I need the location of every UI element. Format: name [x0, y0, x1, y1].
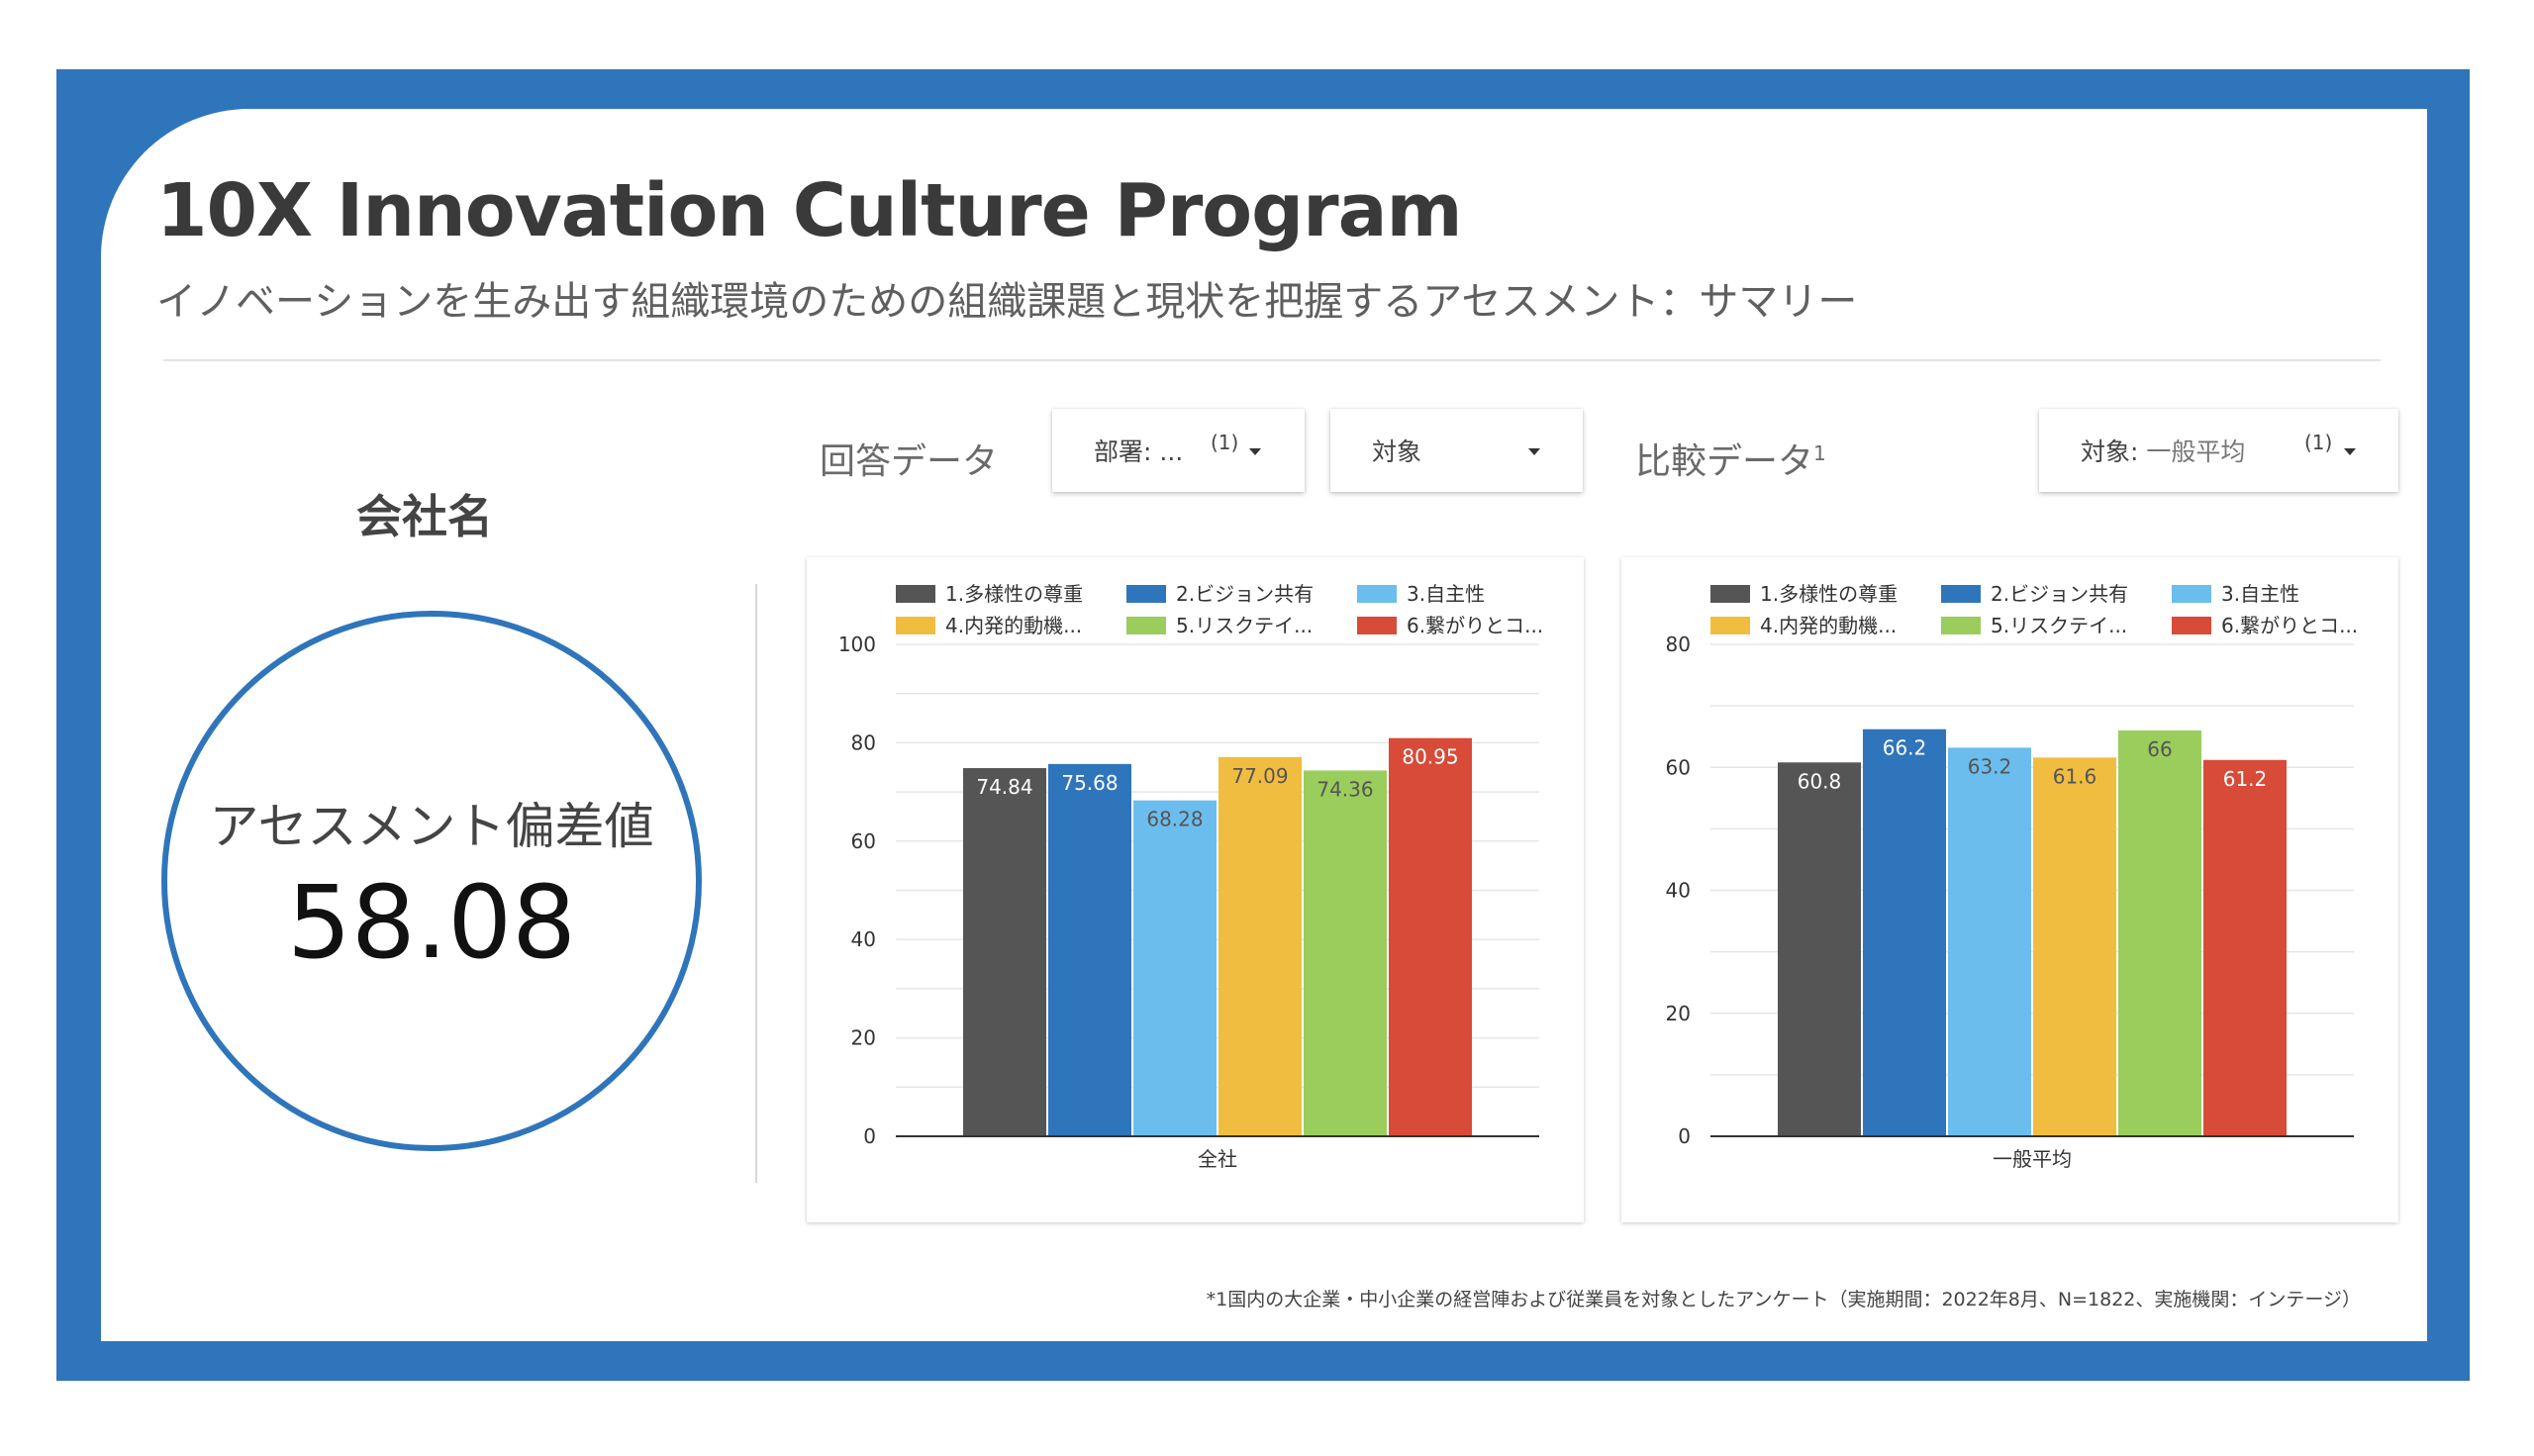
footnote-marker: 1 [1813, 441, 1826, 465]
score-label: アセスメント偏差値 [209, 798, 654, 855]
target-dropdown[interactable]: 対象 [1330, 409, 1583, 492]
y-tick-label: 80 [851, 730, 876, 754]
comparison-chart-card: 1.多様性の尊重 2.ビジョン共有 3.自主性 4.内発的動機... 5.リスクテイ..… [1621, 557, 2398, 1222]
legend-label: 5.リスクテイ... [1991, 614, 2127, 637]
chevron-down-icon [1249, 448, 1261, 455]
x-category-label: 一般平均 [1993, 1147, 2072, 1171]
y-tick-label: 20 [851, 1026, 876, 1050]
legend-swatch [1357, 617, 1397, 634]
bar-data-label: 66.2 [1883, 736, 1927, 760]
bar [1304, 770, 1387, 1136]
bar [1133, 800, 1217, 1136]
x-category-label: 全社 [1198, 1147, 1237, 1171]
legend-label: 5.リスクテイ... [1176, 614, 1313, 637]
bar-data-label: 80.95 [1402, 745, 1458, 769]
bar-data-label: 60.8 [1798, 769, 1842, 793]
bar [1048, 763, 1131, 1136]
legend-swatch [896, 585, 935, 603]
header-divider [163, 359, 2381, 361]
legend-label: 1.多様性の尊重 [1760, 582, 1898, 606]
bar [1389, 737, 1472, 1136]
legend-swatch [896, 617, 935, 634]
legend-swatch [1357, 585, 1397, 603]
y-tick-label: 60 [1666, 755, 1691, 779]
bar-data-label: 74.84 [976, 775, 1032, 799]
comparison-data-label: 比較データ1 [1635, 441, 1826, 482]
bar-data-label: 77.09 [1231, 764, 1288, 788]
legend-swatch [1126, 617, 1166, 634]
bar-data-label: 66 [2147, 737, 2172, 761]
footnote: *1国内の大企業・中小企業の経営陣および従業員を対象としたアンケート（実施期間：… [1206, 1289, 2361, 1310]
bar-data-label: 74.36 [1316, 777, 1373, 801]
legend-label: 2.ビジョン共有 [1991, 582, 2128, 606]
legend-label: 1.多様性の尊重 [945, 582, 1083, 606]
bar-data-label: 61.2 [2223, 767, 2268, 791]
legend-label: 4.内発的動機... [1760, 614, 1897, 637]
legend-label: 6.繋がりとコ... [2221, 614, 2358, 637]
response-bar-chart: 1.多様性の尊重 2.ビジョン共有 3.自主性 4.内発的動機... 5.リスクテイ..… [838, 582, 1543, 1171]
y-tick-label: 20 [1666, 1002, 1691, 1025]
bar [1778, 762, 1861, 1136]
bar [1948, 747, 2031, 1136]
bar [2118, 729, 2201, 1136]
chevron-down-icon [2344, 448, 2356, 455]
legend-swatch [1710, 617, 1750, 634]
legend-label: 3.自主性 [2221, 582, 2299, 606]
legend-swatch [1941, 617, 1981, 634]
legend-swatch [1710, 585, 1750, 603]
score-value: 58.08 [286, 864, 576, 982]
bar-data-label: 63.2 [1968, 754, 2012, 778]
y-tick-label: 100 [838, 632, 876, 656]
chevron-down-icon [1528, 448, 1540, 455]
comparison-target-dropdown-count: (1) [2304, 431, 2333, 454]
comparison-bar-chart: 1.多様性の尊重 2.ビジョン共有 3.自主性 4.内発的動機... 5.リスクテイ..… [1666, 582, 2359, 1171]
y-tick-label: 0 [1678, 1124, 1691, 1148]
bar [963, 768, 1046, 1136]
legend-label: 4.内発的動機... [945, 614, 1082, 637]
legend-label: 6.繋がりとコ... [1407, 614, 1543, 637]
score-circle: アセスメント偏差値 58.08 [161, 611, 702, 1151]
y-tick-label: 40 [1666, 879, 1691, 903]
legend-label: 3.自主性 [1407, 582, 1485, 606]
comparison-target-dropdown[interactable]: 対象: 一般平均 (1) [2039, 409, 2398, 492]
y-tick-label: 0 [863, 1124, 876, 1148]
response-chart-card: 1.多様性の尊重 2.ビジョン共有 3.自主性 4.内発的動機... 5.リスクテイ..… [807, 557, 1584, 1222]
bar-data-label: 75.68 [1061, 771, 1118, 795]
bar [2033, 757, 2116, 1136]
department-dropdown-label: 部署: ... [1094, 437, 1184, 466]
bar-data-label: 68.28 [1146, 808, 1203, 831]
y-tick-label: 60 [851, 829, 876, 853]
legend-label: 2.ビジョン共有 [1176, 582, 1314, 606]
y-tick-label: 40 [851, 927, 876, 951]
department-dropdown[interactable]: 部署: ... (1) [1052, 409, 1305, 492]
bar [1218, 756, 1302, 1136]
comparison-target-dropdown-label: 対象: 一般平均 [2081, 437, 2246, 466]
bar [2203, 759, 2287, 1136]
page-subtitle: イノベーションを生み出す組織環境のための組織課題と現状を把握するアセスメント：サ… [156, 279, 1858, 325]
page-title: 10X Innovation Culture Program [156, 168, 1463, 253]
legend-swatch [2172, 585, 2211, 603]
section-divider [755, 584, 757, 1183]
legend-swatch [1126, 585, 1166, 603]
target-dropdown-label: 対象 [1372, 437, 1422, 466]
bar-data-label: 61.6 [2053, 764, 2097, 788]
y-tick-label: 80 [1666, 632, 1691, 656]
response-data-label: 回答データ [820, 441, 999, 482]
legend-swatch [2172, 617, 2211, 634]
bar [1863, 728, 1946, 1136]
company-name: 会社名 [356, 490, 493, 543]
legend-swatch [1941, 585, 1981, 603]
department-dropdown-count: (1) [1211, 431, 1239, 454]
